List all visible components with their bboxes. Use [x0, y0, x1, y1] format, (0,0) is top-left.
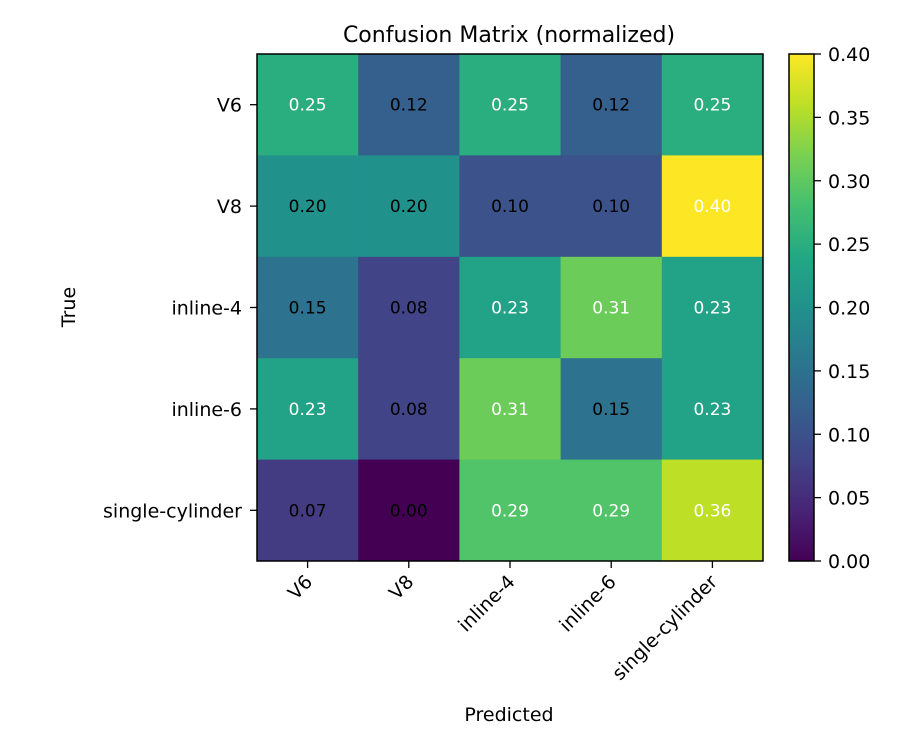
- cell-value-label: 0.31: [592, 299, 630, 319]
- heatmap-cell: [257, 256, 359, 359]
- cell-value-label: 0.10: [491, 197, 529, 217]
- cell-value-label: 0.36: [693, 501, 731, 521]
- cell-value-label: 0.20: [289, 197, 327, 217]
- chart-title: Confusion Matrix (normalized): [343, 23, 675, 48]
- heatmap-cell: [358, 256, 460, 359]
- cell-value-label: 0.31: [491, 400, 529, 420]
- x-axis-label: Predicted: [464, 704, 553, 726]
- heatmap-cell: [560, 155, 663, 258]
- cell-value-label: 0.25: [289, 96, 327, 116]
- colorbar-tick-label: 0.20: [828, 298, 870, 320]
- y-tick-label: inline-6: [171, 399, 242, 421]
- heatmap-cell: [560, 459, 663, 562]
- cell-value-label: 0.23: [693, 400, 731, 420]
- cell-value-label: 0.23: [491, 299, 529, 319]
- heatmap-cell: [661, 155, 764, 258]
- cell-value-label: 0.29: [592, 501, 630, 521]
- cell-value-label: 0.12: [390, 96, 428, 116]
- heatmap-cells: [257, 54, 764, 562]
- cell-value-label: 0.20: [390, 197, 428, 217]
- heatmap-cell: [459, 459, 562, 562]
- x-tick-label: inline-4: [454, 571, 519, 636]
- y-tick-label: single-cylinder: [103, 500, 242, 522]
- cell-value-label: 0.29: [491, 501, 529, 521]
- cell-value-label: 0.00: [390, 501, 428, 521]
- cell-value-label: 0.08: [390, 299, 428, 319]
- heatmap-cell: [661, 459, 764, 562]
- colorbar-tick-label: 0.15: [828, 361, 870, 383]
- heatmap-cell: [358, 155, 460, 258]
- x-tick-label: single-cylinder: [608, 571, 722, 685]
- heatmap-cell: [358, 358, 460, 461]
- heatmap-cell: [459, 358, 562, 461]
- cell-value-label: 0.15: [592, 400, 630, 420]
- y-axis-ticks: V6 V8 inline-4 inline-6 single-cylinder: [103, 95, 257, 522]
- heatmap-cell: [661, 256, 764, 359]
- colorbar-tick-label: 0.10: [828, 424, 870, 446]
- heatmap-cell: [257, 459, 359, 562]
- heatmap-cell: [459, 256, 562, 359]
- y-axis-label: True: [58, 287, 80, 328]
- cell-value-label: 0.15: [289, 299, 327, 319]
- y-tick-label: inline-4: [171, 298, 242, 320]
- cell-value-label: 0.25: [491, 96, 529, 116]
- cell-value-label: 0.07: [289, 501, 327, 521]
- colorbar-tick-label: 0.00: [828, 551, 870, 573]
- heatmap-cell: [560, 358, 663, 461]
- colorbar-tick-label: 0.25: [828, 234, 870, 256]
- cell-value-label: 0.08: [390, 400, 428, 420]
- heatmap-cell: [257, 358, 359, 461]
- colorbar-ticks: 0.00 0.05 0.10 0.15 0.20 0.25 0.30 0.35 0.40: [814, 44, 870, 573]
- colorbar-tick-label: 0.05: [828, 488, 870, 510]
- colorbar-tick-label: 0.40: [828, 44, 870, 66]
- colorbar: [789, 54, 814, 561]
- heatmap-cell: [661, 54, 764, 156]
- y-tick-label: V8: [217, 196, 242, 218]
- heatmap-cell: [257, 54, 359, 156]
- y-tick-label: V6: [217, 95, 242, 117]
- cell-value-label: 0.23: [289, 400, 327, 420]
- heatmap-cell: [257, 155, 359, 258]
- x-tick-label: V8: [385, 571, 418, 604]
- colorbar-tick-label: 0.35: [828, 107, 870, 129]
- x-tick-label: V6: [284, 571, 317, 604]
- cell-value-label: 0.12: [592, 96, 630, 116]
- heatmap-cell: [358, 459, 460, 562]
- colorbar-tick-label: 0.30: [828, 171, 870, 193]
- heatmap-cell: [661, 358, 764, 461]
- x-tick-label: inline-6: [555, 571, 620, 636]
- heatmap-cell-labels: 0.25 0.12 0.25 0.12 0.25 0.20 0.20 0.10 0.10 0.40…: [289, 96, 732, 522]
- cell-value-label: 0.25: [693, 96, 731, 116]
- cell-value-label: 0.10: [592, 197, 630, 217]
- heatmap-cell: [358, 54, 460, 156]
- cell-value-label: 0.23: [693, 299, 731, 319]
- heatmap-cell: [560, 54, 663, 156]
- heatmap-cell: [459, 155, 562, 258]
- heatmap-cell: [560, 256, 663, 359]
- heatmap-cell: [459, 54, 562, 156]
- cell-value-label: 0.40: [693, 197, 731, 217]
